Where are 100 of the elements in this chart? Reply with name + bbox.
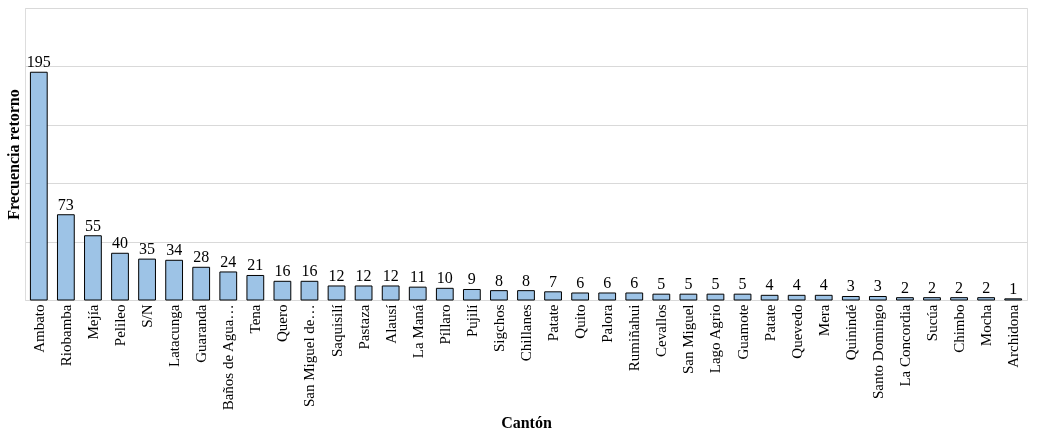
data-label: 1 [1009,279,1018,297]
bar [923,297,941,301]
bar [950,297,968,301]
x-tick-label: La Maná [409,304,426,359]
x-tick-label: S/N [139,304,156,328]
data-label: 2 [955,278,964,296]
bar [246,274,265,301]
bar [273,280,292,301]
x-tick-label: Latacunga [166,304,183,367]
x-tick-label: San Miguel [680,304,697,375]
bar [652,293,671,301]
data-label: 16 [274,262,291,280]
data-label: 2 [928,278,936,296]
x-tick-label: Patate [761,304,778,342]
x-tick-label: Sucúa [924,304,940,342]
data-label: 8 [522,271,530,289]
data-label: 40 [112,234,128,252]
data-label: 5 [684,275,693,293]
bar [111,252,129,301]
bar [571,292,590,301]
x-tick-label: Alausí [382,304,399,344]
bar [544,291,562,301]
data-label: 34 [166,241,183,259]
x-tick-label: Mejía [84,304,101,340]
bar [896,297,914,301]
x-tick-label: Chillanes [518,304,534,362]
bar [327,285,346,301]
data-label: 2 [900,278,909,296]
bar [408,286,427,301]
x-tick-label: Chimbo [951,304,968,353]
bar [165,259,184,301]
data-label: 5 [657,275,666,293]
data-label: 6 [603,273,612,291]
data-label: 35 [139,240,156,258]
bar [219,271,238,301]
bar [490,290,508,301]
x-tick-label: Quevedo [788,304,805,359]
bar [462,288,481,301]
data-label: 11 [410,268,426,286]
bar [56,214,75,301]
data-label: 8 [494,271,503,289]
x-tick-label: Rumiñahui [626,304,643,372]
data-label: 16 [301,262,318,280]
x-tick-label: Pelileo [112,304,128,347]
data-label: 24 [220,252,237,270]
x-tick-label: Quero [274,304,291,342]
bar [977,297,996,301]
data-label: 12 [355,266,372,284]
bar [435,287,454,301]
x-tick-label: Palora [599,304,616,343]
y-axis-title: Frecuencia retorno [4,89,22,220]
x-tick-label: Tena [247,304,264,334]
bar [787,294,806,301]
data-label: 55 [84,216,101,234]
data-label: 6 [576,273,585,291]
x-tick-label: Archidona [1005,304,1022,368]
bar [868,296,887,301]
x-tick-label: Riobamba [57,304,74,367]
x-axis-title: Cantón [501,414,552,432]
bar [679,293,698,301]
bar [192,266,211,301]
data-label: 3 [873,277,882,295]
bar [625,292,644,301]
bar [598,292,617,301]
x-tick-label: Quito [572,304,589,339]
data-label: 5 [738,275,747,293]
data-label: 5 [711,275,720,293]
bar [381,285,400,301]
x-tick-label: Baños de Agua… [220,304,237,411]
x-tick-label: Saquisilí [328,304,345,358]
x-tick-label: San Miguel de… [301,304,318,407]
x-tick-label: Sigchos [490,304,507,353]
data-label: 3 [846,277,855,295]
bar [841,296,860,301]
bar [814,294,833,301]
data-label: 9 [467,270,476,288]
bar [138,258,156,301]
x-tick-label: Mera [815,304,832,337]
data-label: 4 [819,276,828,294]
bar [517,290,535,301]
data-label: 12 [382,266,399,284]
data-label: 4 [765,276,774,294]
x-tick-label: Guamote [734,304,751,360]
x-tick-label: Patate [545,304,562,342]
data-label: 10 [436,269,453,287]
data-label: 2 [982,278,991,296]
x-tick-label: Lago Agrio [707,304,724,374]
x-tick-label: Quinindé [842,304,859,361]
bar [733,293,752,301]
data-label: 4 [792,276,801,294]
data-label: 28 [193,248,210,266]
data-label: 195 [26,53,51,71]
x-tick-label: Mocha [978,304,995,347]
bar [354,285,373,301]
x-tick-label: Guaranda [193,304,210,363]
bar [706,293,725,301]
x-tick-label: Pastaza [355,304,372,350]
x-tick-label: Cevallos [653,304,670,357]
data-label: 73 [57,195,74,213]
x-tick-label: Ambato [30,304,47,353]
